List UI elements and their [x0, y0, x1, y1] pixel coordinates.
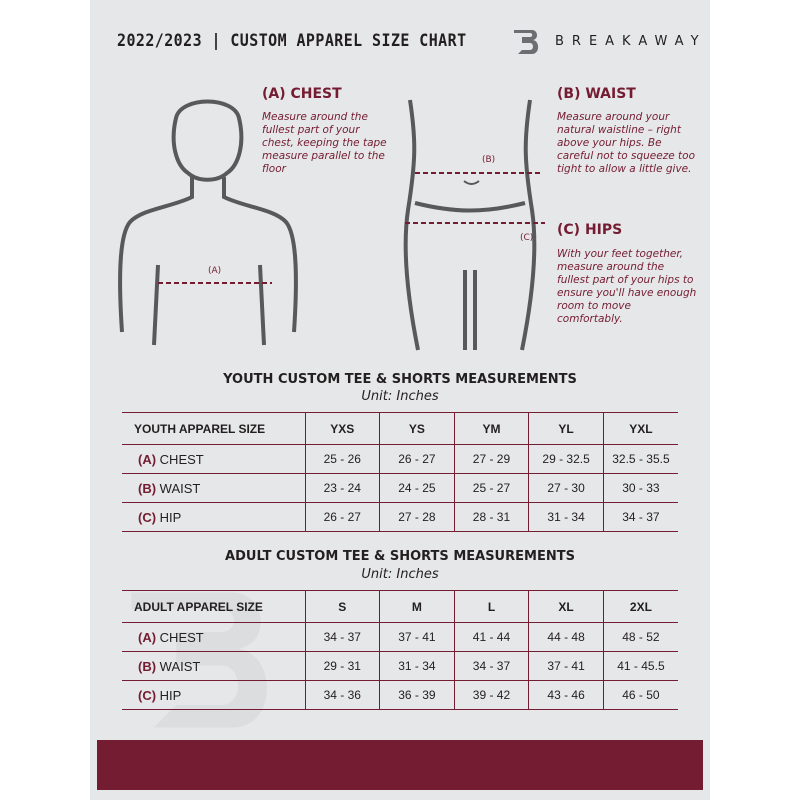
size-label: YOUTH APPAREL SIZE [122, 412, 305, 445]
measurement-label: (B) WAIST [122, 473, 305, 503]
measurement-value: 34 - 37 [304, 622, 380, 652]
chest-heading: (A) CHEST [262, 86, 342, 102]
measurement-value: 31 - 34 [379, 651, 455, 681]
youth-size-table: YOUTH APPAREL SIZE YXS YS YM YL YXL (A) CHEST 2… [122, 412, 678, 532]
measurement-label: (C) HIP [122, 502, 305, 532]
page-title: 2022/2023 | CUSTOM APPAREL SIZE CHART [117, 31, 467, 51]
measurement-value: 44 - 48 [528, 622, 604, 652]
footer-bar [97, 740, 703, 790]
measurement-value: 37 - 41 [528, 651, 604, 681]
table-row: (C) HIP 34 - 36 36 - 39 39 - 42 43 - 46 46 - … [122, 680, 678, 710]
measurement-code: (B) [138, 480, 157, 496]
measurement-value: 34 - 37 [602, 502, 678, 532]
measurement-value: 32.5 - 35.5 [602, 444, 678, 474]
measurement-label: (A) CHEST [122, 444, 305, 474]
measurement-label: (C) HIP [122, 680, 305, 710]
measurement-code: (A) [138, 451, 157, 467]
measurement-value: 46 - 50 [602, 680, 678, 710]
measurement-value: 25 - 27 [453, 473, 529, 503]
measurement-name: CHEST [159, 629, 204, 645]
measurement-name: WAIST [159, 480, 201, 496]
table-row: (B) WAIST 29 - 31 31 - 34 34 - 37 37 - 41 41 … [122, 651, 678, 681]
measurement-value: 36 - 39 [379, 680, 455, 710]
measurement-code: (C) [138, 509, 157, 525]
waist-description: Measure around your natural waistline – … [557, 111, 695, 175]
size-header: YM [453, 412, 529, 445]
size-label: ADULT APPAREL SIZE [122, 590, 305, 623]
size-header: 2XL [602, 590, 678, 623]
adult-unit: Unit: Inches [361, 567, 439, 582]
measurement-value: 25 - 26 [304, 444, 380, 474]
size-header: YXS [304, 412, 380, 445]
measurement-value: 29 - 31 [304, 651, 380, 681]
measurement-value: 34 - 37 [453, 651, 529, 681]
size-header: YL [528, 412, 604, 445]
table-row: (A) CHEST 25 - 26 26 - 27 27 - 29 29 - 32.5 3… [122, 444, 678, 474]
measurement-value: 27 - 28 [379, 502, 455, 532]
measurement-value: 34 - 36 [304, 680, 380, 710]
waist-heading: (B) WAIST [557, 86, 636, 102]
measurement-value: 26 - 27 [379, 444, 455, 474]
measurement-value: 29 - 32.5 [528, 444, 604, 474]
measurement-value: 39 - 42 [453, 680, 529, 710]
measurement-code: (B) [138, 658, 157, 674]
measurement-value: 37 - 41 [379, 622, 455, 652]
youth-table-title: YOUTH CUSTOM TEE & SHORTS MEASUREMENTS [223, 372, 577, 387]
measurement-value: 28 - 31 [453, 502, 529, 532]
measurement-value: 31 - 34 [528, 502, 604, 532]
measurement-label: (A) CHEST [122, 622, 305, 652]
header-row: ADULT APPAREL SIZE S M L XL 2XL [122, 590, 678, 623]
measurement-code: (A) [138, 629, 157, 645]
size-header: L [453, 590, 529, 623]
upper-body-illustration [118, 99, 298, 346]
waist-marker: (B) [482, 155, 496, 165]
measurement-name: WAIST [159, 658, 201, 674]
breakaway-logo-icon [514, 30, 539, 54]
size-header: YS [379, 412, 455, 445]
measurement-value: 48 - 52 [602, 622, 678, 652]
measurement-value: 27 - 30 [528, 473, 604, 503]
hips-description: With your feet together, measure around … [557, 248, 697, 325]
header-row: YOUTH APPAREL SIZE YXS YS YM YL YXL [122, 412, 678, 445]
measurement-value: 41 - 44 [453, 622, 529, 652]
size-header: M [379, 590, 455, 623]
size-header: S [304, 590, 380, 623]
measurement-value: 43 - 46 [528, 680, 604, 710]
hips-heading: (C) HIPS [557, 222, 623, 238]
hips-marker: (C) [520, 233, 534, 243]
measurement-value: 27 - 29 [453, 444, 529, 474]
measurement-value: 26 - 27 [304, 502, 380, 532]
size-header: XL [528, 590, 604, 623]
chest-marker: (A) [208, 266, 222, 276]
measurement-name: HIP [159, 509, 182, 525]
measurement-name: CHEST [159, 451, 204, 467]
measurement-value: 41 - 45.5 [602, 651, 678, 681]
table-row: (C) HIP 26 - 27 27 - 28 28 - 31 31 - 34 34 - … [122, 502, 678, 532]
youth-unit: Unit: Inches [361, 389, 439, 404]
measurement-label: (B) WAIST [122, 651, 305, 681]
table-row: (B) WAIST 23 - 24 24 - 25 25 - 27 27 - 30 30 … [122, 473, 678, 503]
measurement-value: 30 - 33 [602, 473, 678, 503]
measurement-code: (C) [138, 687, 157, 703]
chest-description: Measure around the fullest part of your … [262, 111, 387, 175]
measurement-value: 24 - 25 [379, 473, 455, 503]
measurement-value: 23 - 24 [304, 473, 380, 503]
table-row: (A) CHEST 34 - 37 37 - 41 41 - 44 44 - 48 48 … [122, 622, 678, 652]
adult-size-table: ADULT APPAREL SIZE S M L XL 2XL (A) CHEST 34 - … [122, 590, 678, 710]
size-header: YXL [602, 412, 678, 445]
measurement-name: HIP [159, 687, 182, 703]
brand-name: BREAKAWAY [555, 34, 707, 49]
adult-table-title: ADULT CUSTOM TEE & SHORTS MEASUREMENTS [225, 549, 575, 564]
lower-body-illustration [403, 99, 545, 351]
